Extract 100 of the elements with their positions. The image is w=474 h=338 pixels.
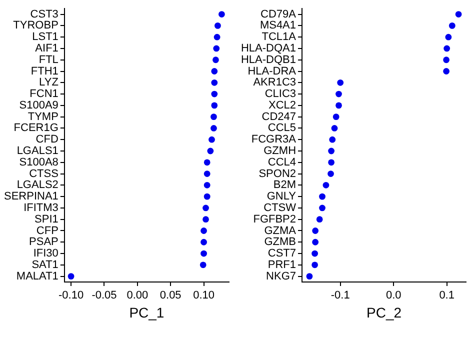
point — [213, 45, 220, 52]
y-tick-label: PRF1 — [268, 258, 296, 271]
point — [68, 273, 74, 280]
point — [312, 238, 319, 246]
point — [329, 136, 336, 143]
point — [328, 170, 334, 177]
point — [214, 22, 221, 29]
y-tick-label: FCER1G — [14, 122, 58, 134]
y-tick-label: SAT1 — [32, 258, 58, 271]
point — [443, 56, 450, 64]
x-tick-label: -0.1 — [330, 290, 350, 302]
y-tick-label: SPI1 — [34, 213, 58, 226]
y-tick-label: LGALS2 — [16, 179, 58, 192]
point — [200, 262, 206, 268]
point — [306, 273, 313, 280]
point — [332, 114, 340, 120]
x-tick-label: 0.00 — [126, 290, 148, 302]
point — [316, 216, 323, 223]
y-tick-label: GZMH — [264, 145, 296, 158]
point — [336, 102, 342, 109]
point — [200, 250, 207, 257]
point — [336, 90, 342, 98]
point — [443, 68, 450, 74]
y-tick-label: CD247 — [262, 110, 296, 123]
y-tick-label: FCGR3A — [251, 134, 297, 146]
point — [204, 170, 210, 177]
y-tick-label: CFP — [36, 224, 58, 237]
point — [328, 148, 334, 154]
y-tick-label: MALAT1 — [16, 270, 58, 282]
point — [200, 238, 207, 246]
point — [337, 79, 344, 86]
point — [204, 182, 210, 188]
y-tick-label: MS4A1 — [260, 20, 296, 32]
point — [204, 193, 210, 200]
y-tick-label: S100A8 — [19, 156, 58, 168]
y-tick-label: B2M — [273, 179, 296, 192]
y-tick-label: GNLY — [266, 190, 297, 203]
y-tick-label: SPON2 — [258, 168, 296, 180]
point — [328, 159, 334, 166]
point — [312, 262, 318, 268]
y-tick-label: CD79A — [260, 8, 297, 20]
x-tick-label: 0.05 — [160, 290, 182, 302]
point — [455, 11, 462, 18]
x-axis-title: PC_1 — [129, 304, 164, 320]
y-tick-label: GZMA — [264, 224, 297, 237]
point — [200, 228, 207, 234]
point — [319, 204, 326, 212]
y-tick-label: CFD — [36, 134, 58, 146]
y-tick-label: IFITM3 — [24, 202, 58, 214]
y-tick-label: CLIC3 — [264, 88, 296, 100]
point — [312, 228, 319, 234]
y-tick-label: FTH1 — [30, 65, 58, 78]
point — [322, 182, 330, 188]
y-tick-label: FGFBP2 — [253, 213, 296, 226]
point — [211, 90, 218, 98]
point — [211, 79, 218, 86]
y-tick-label: TCL1A — [262, 31, 297, 44]
y-tick-label: PSAP — [29, 236, 58, 248]
x-axis-title: PC_2 — [366, 304, 402, 320]
y-tick-label: LYZ — [39, 76, 59, 89]
y-tick-label: CST3 — [30, 8, 58, 20]
y-tick-label: XCL2 — [268, 99, 296, 112]
point — [207, 148, 214, 154]
point — [214, 34, 220, 40]
point — [218, 11, 225, 18]
y-tick-label: CTSS — [29, 168, 58, 180]
point — [202, 204, 209, 212]
y-tick-label: HLA-DQA1 — [240, 42, 296, 54]
x-tick-label: 0.1 — [439, 290, 454, 302]
point — [211, 102, 218, 109]
point — [204, 159, 210, 166]
y-tick-label: AKR1C3 — [253, 76, 296, 89]
y-tick-label: CST7 — [268, 248, 296, 260]
x-tick-label: -0.10 — [58, 290, 84, 302]
x-tick-label: -0.05 — [92, 290, 117, 302]
point — [312, 250, 318, 257]
y-tick-label: TYMP — [28, 110, 58, 123]
y-tick-label: TYROBP — [13, 20, 58, 32]
y-tick-label: HLA-DRA — [248, 65, 297, 78]
point — [448, 22, 456, 29]
point — [212, 56, 219, 64]
y-tick-label: CTSW — [264, 202, 297, 214]
point — [444, 45, 450, 52]
y-tick-label: LST1 — [32, 31, 58, 44]
y-tick-label: CCL5 — [268, 122, 296, 134]
y-tick-label: GZMB — [264, 236, 296, 248]
y-tick-label: LGALS1 — [16, 145, 58, 158]
point — [208, 136, 215, 143]
point — [319, 193, 326, 200]
y-tick-label: FCN1 — [30, 88, 58, 100]
y-tick-label: CCL4 — [268, 156, 296, 168]
point — [210, 114, 217, 120]
point — [202, 216, 209, 223]
y-tick-label: NKG7 — [266, 270, 296, 282]
y-tick-label: IFI30 — [33, 248, 58, 260]
point — [445, 34, 452, 40]
x-tick-label: 0.10 — [193, 290, 214, 302]
y-tick-label: S100A9 — [19, 99, 58, 112]
x-tick-label: 0.0 — [386, 290, 402, 302]
point — [210, 125, 217, 132]
